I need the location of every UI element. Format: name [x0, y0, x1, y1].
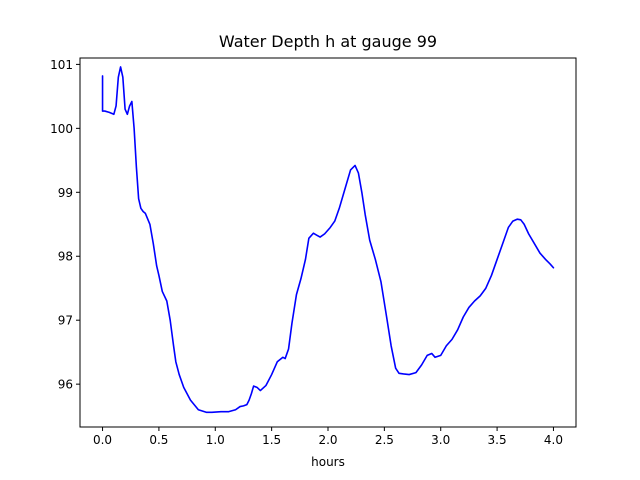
- chart-title: Water Depth h at gauge 99: [218, 32, 438, 51]
- x-tick-label: 3.0: [431, 433, 450, 447]
- y-tick-label: 98: [58, 250, 73, 264]
- y-axis: 96 97 98 99 100 101: [50, 58, 80, 392]
- axes-frame: [79, 57, 577, 428]
- x-axis: 0.0 0.5 1.0 1.5 2.0 2.5 3.0 3.5 4.0: [93, 427, 563, 447]
- x-tick-label: 2.0: [318, 433, 337, 447]
- x-tick-label: 3.5: [488, 433, 507, 447]
- y-tick-label: 100: [50, 122, 73, 136]
- y-tick-label: 99: [58, 186, 73, 200]
- series-line: [101, 66, 555, 414]
- y-tick-label: 101: [50, 58, 73, 72]
- x-tick-label: 0.5: [149, 433, 168, 447]
- y-tick-label: 96: [58, 378, 73, 392]
- x-tick-label: 0.0: [93, 433, 112, 447]
- x-axis-label: hours: [311, 455, 345, 469]
- x-tick-label: 1.0: [206, 433, 225, 447]
- x-tick-label: 2.5: [375, 433, 394, 447]
- series-layer: [101, 66, 555, 414]
- x-tick-label: 4.0: [544, 433, 563, 447]
- x-tick-label: 1.5: [262, 433, 281, 447]
- y-tick-label: 97: [58, 314, 73, 328]
